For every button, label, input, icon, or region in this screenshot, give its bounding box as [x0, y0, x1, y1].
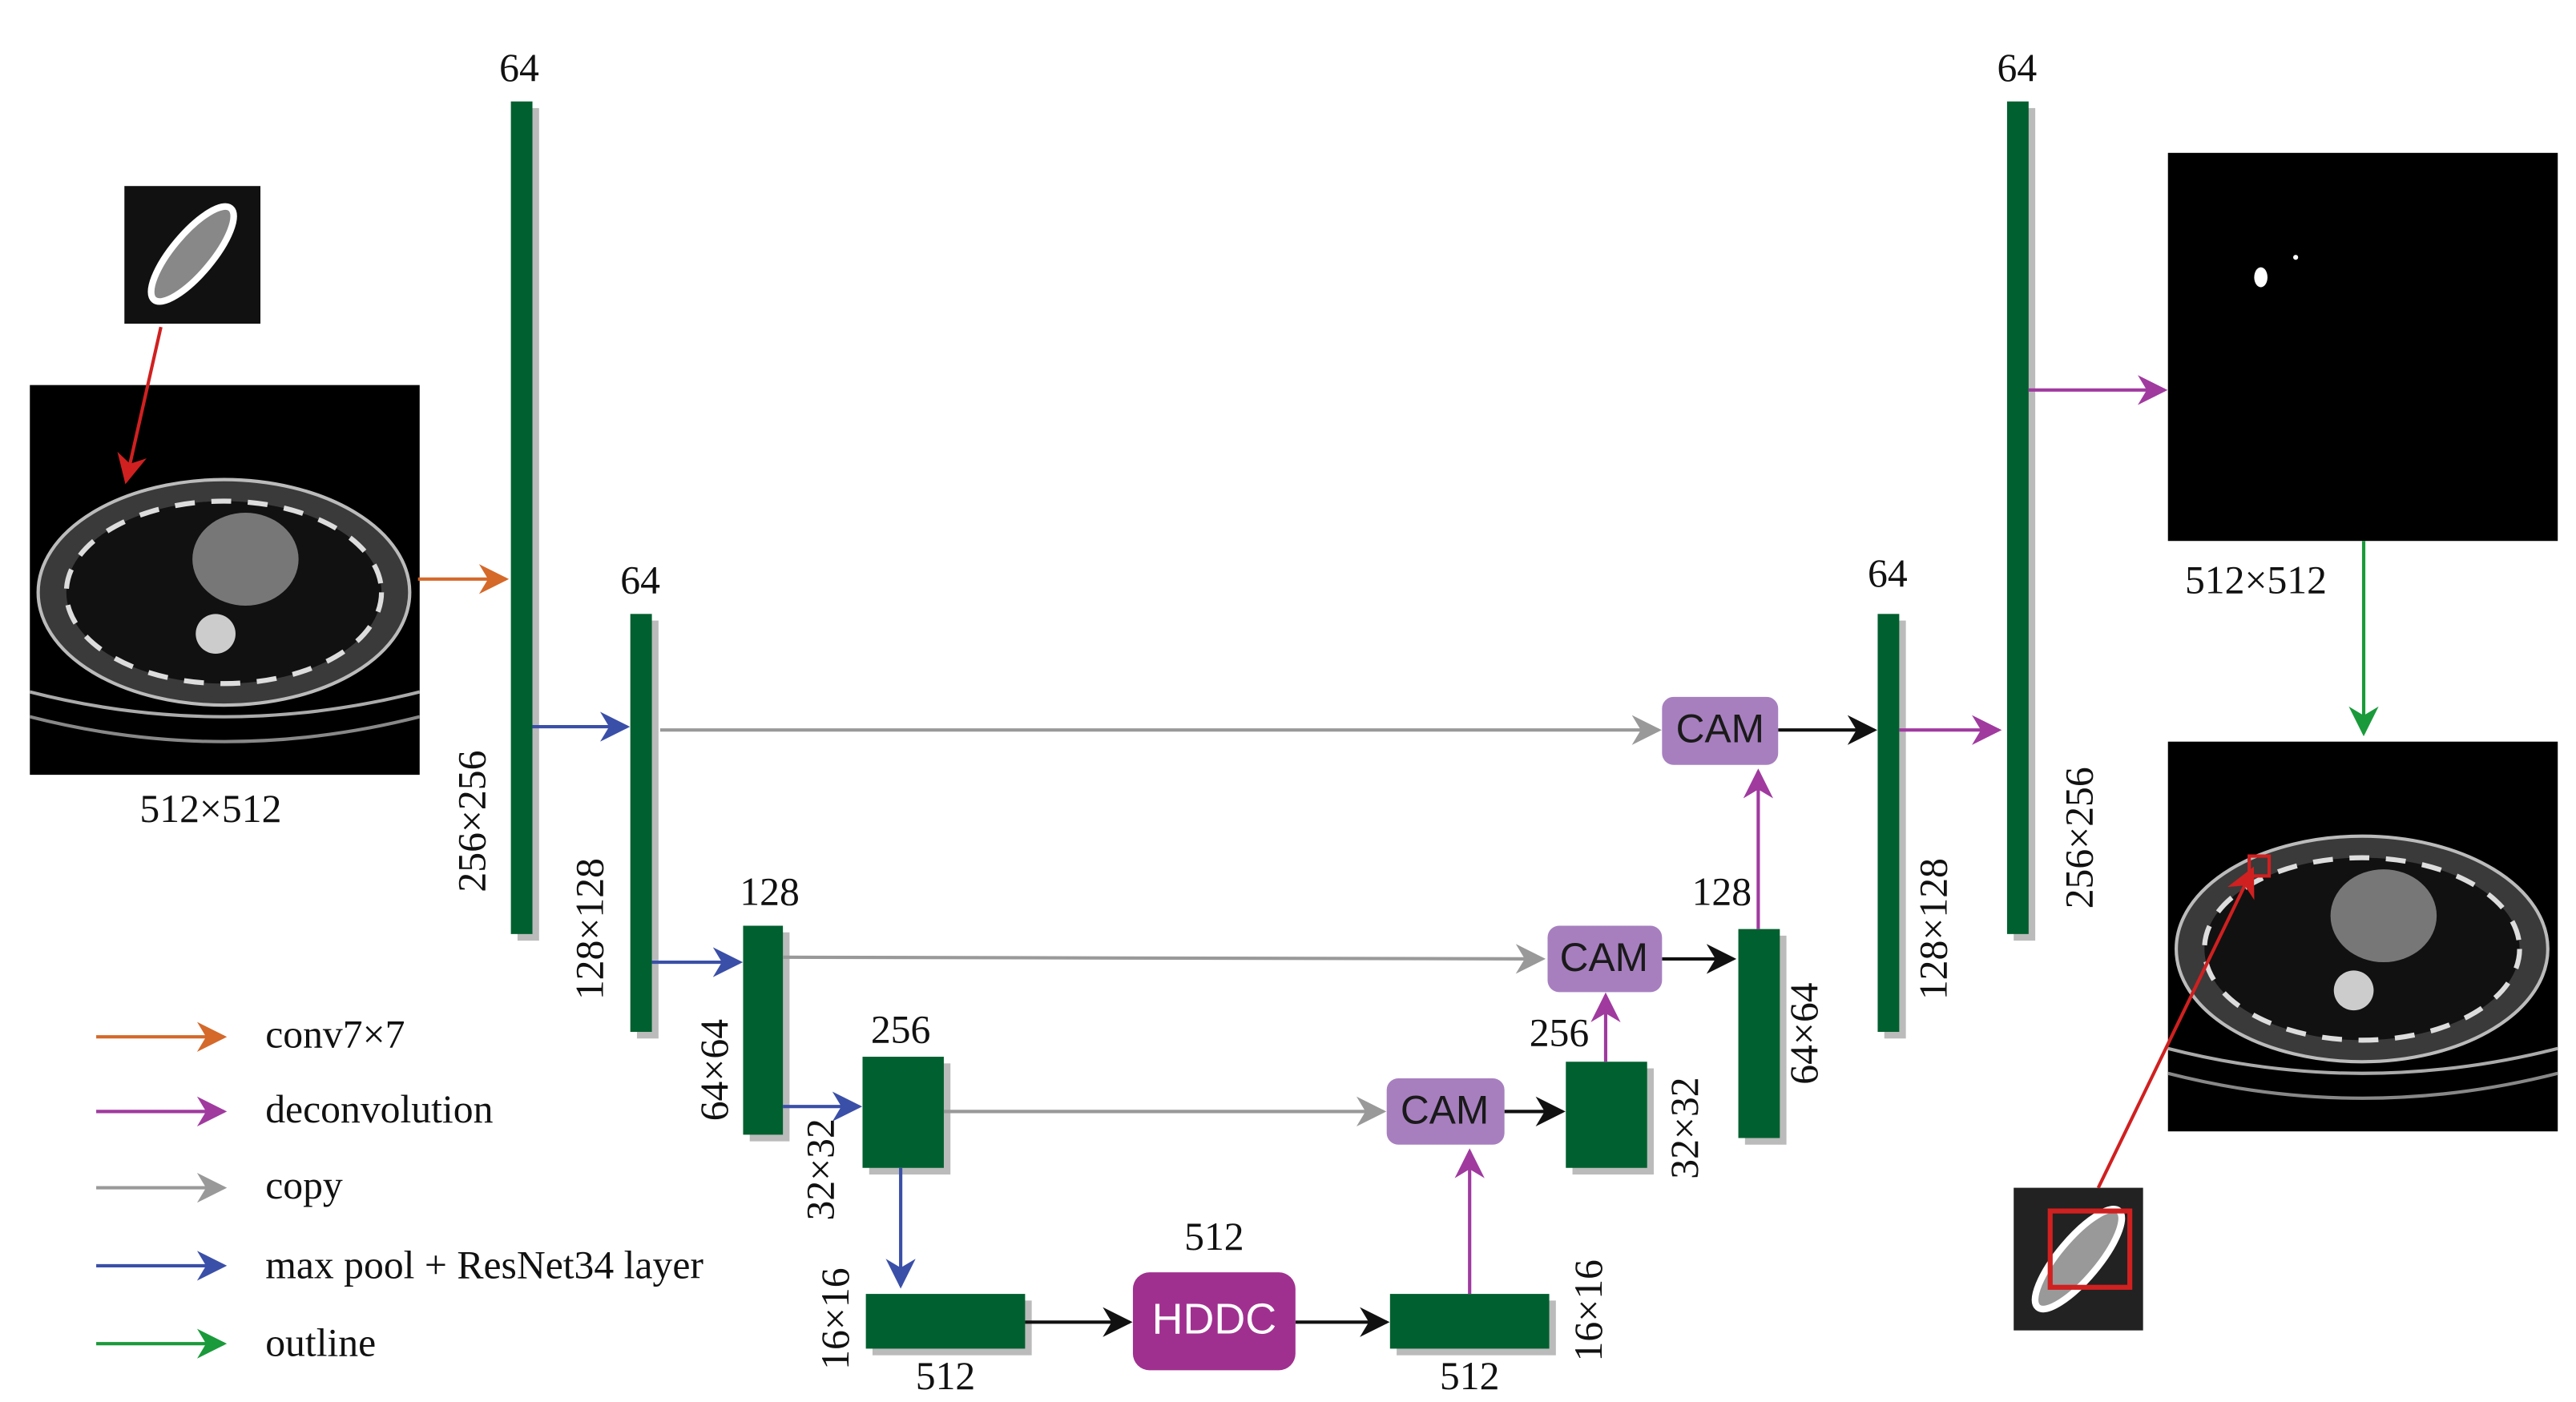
size-label: 512×512: [139, 787, 281, 831]
size-label: 32×32: [1663, 1077, 1707, 1178]
hddc-label: HDDC: [1152, 1295, 1276, 1344]
channels: 512: [1184, 1215, 1244, 1259]
images: [30, 152, 2558, 1331]
channels: 64: [1868, 551, 1908, 595]
size-label: 128×128: [568, 858, 612, 1000]
labels: HDDC 512 CAM CAM CAM 512×512 512×512 64 …: [139, 46, 2327, 1398]
size-label: 512×512: [2185, 558, 2327, 602]
size-label: 256×256: [2058, 767, 2102, 908]
size-label: 64×64: [692, 1019, 736, 1122]
channels: 128: [740, 870, 800, 914]
size-label: 16×16: [1566, 1259, 1611, 1361]
channels: 256: [871, 1007, 931, 1051]
channels: 128: [1692, 870, 1752, 914]
modules: [1132, 696, 1779, 1371]
cam-label: CAM: [1401, 1088, 1489, 1133]
size-label: 16×16: [813, 1267, 857, 1369]
legend-label: conv7×7: [265, 1013, 405, 1057]
size-label: 32×32: [798, 1118, 842, 1220]
legend: conv7×7 deconvolution copy max pool + Re…: [265, 1013, 703, 1365]
legend-label: deconvolution: [265, 1087, 493, 1131]
size-label: 256×256: [450, 751, 494, 892]
channels: 512: [1440, 1354, 1500, 1398]
legend-label: outline: [265, 1321, 376, 1365]
channels: 64: [499, 46, 539, 90]
channels: 512: [916, 1354, 976, 1398]
channels: 64: [620, 558, 660, 602]
channels: 64: [1998, 46, 2038, 90]
channels: 256: [1530, 1011, 1590, 1055]
size-label: 64×64: [1782, 982, 1826, 1085]
legend-label: max pool + ResNet34 layer: [265, 1243, 703, 1287]
legend-label: copy: [265, 1163, 343, 1207]
cam-label: CAM: [1560, 935, 1648, 980]
arrows: [96, 326, 2379, 1359]
cam-label: CAM: [1676, 706, 1764, 751]
blocks: [510, 101, 2036, 1356]
size-label: 128×128: [1911, 858, 1955, 1000]
